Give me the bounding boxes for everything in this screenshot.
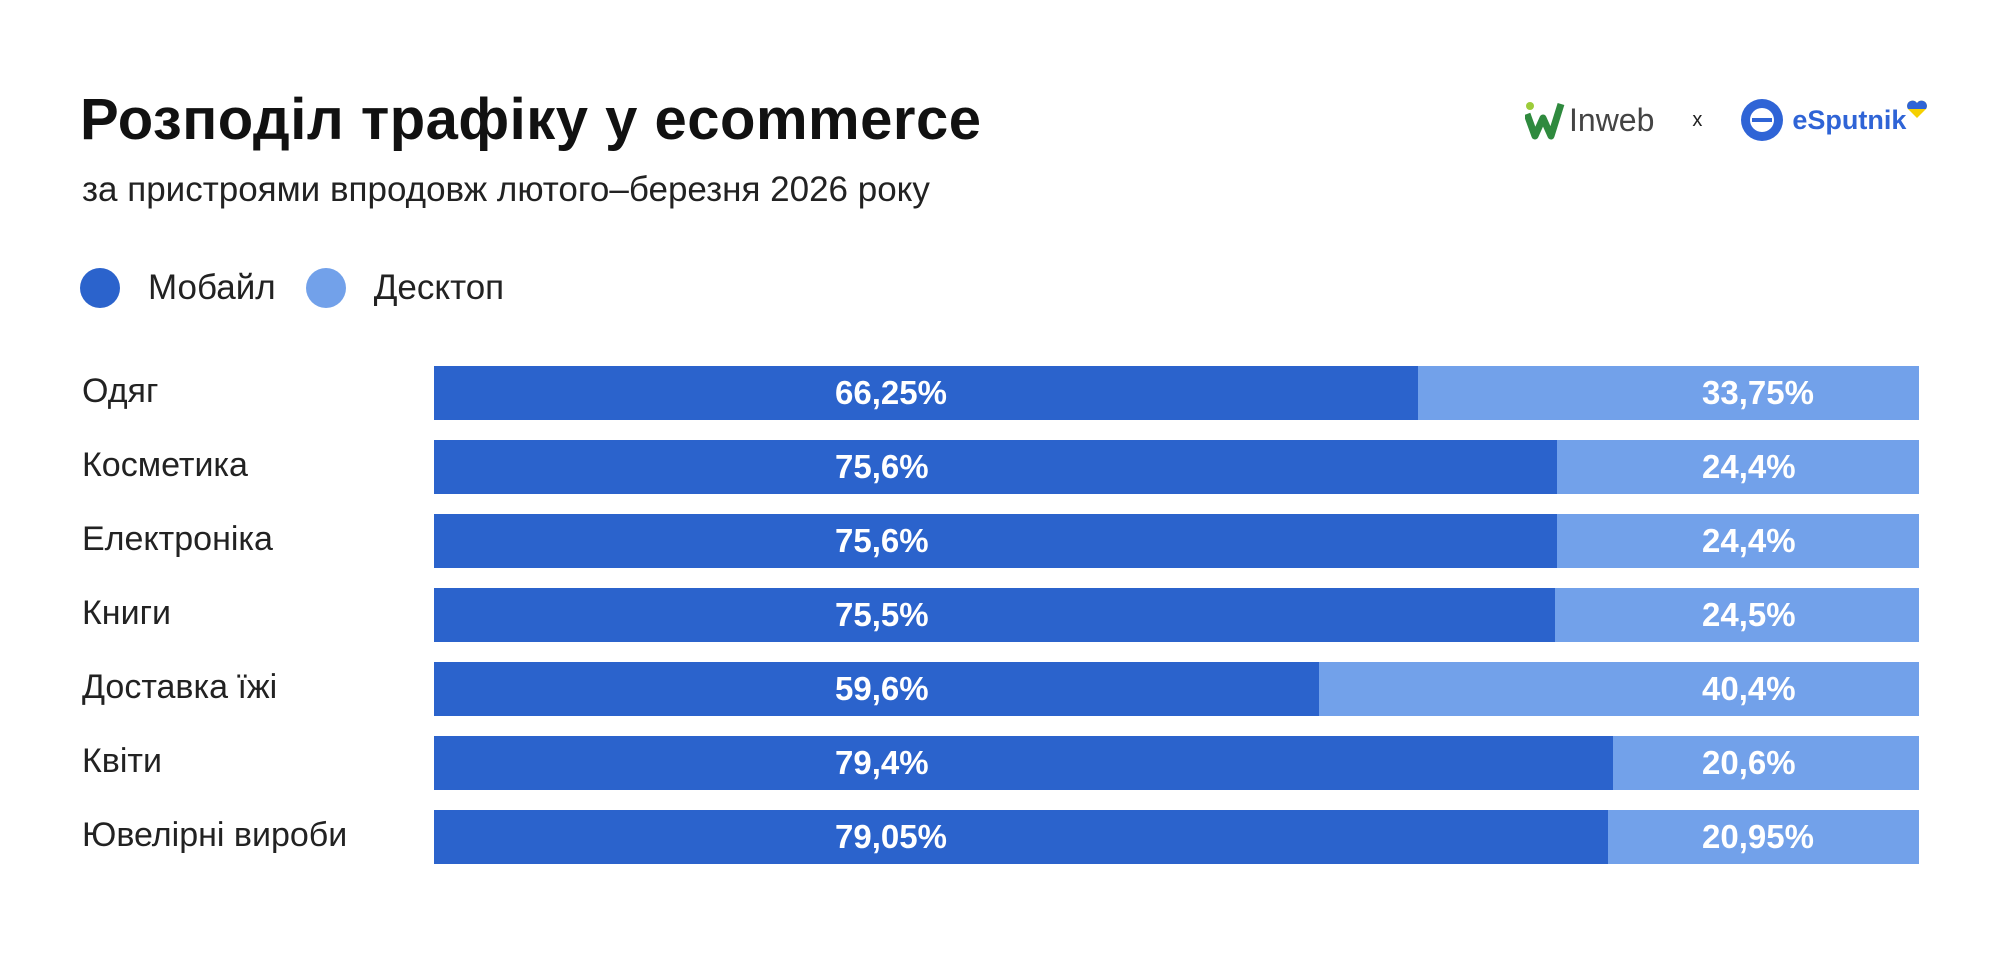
data-label-desktop: 24,5% (1702, 596, 1796, 633)
data-label-desktop: 24,4% (1702, 448, 1796, 485)
category-label: Доставка їжі (82, 668, 278, 706)
bar-row: 75,6% 24,4% (434, 514, 1919, 568)
bar-segment-mobile (434, 588, 1556, 642)
heart-icon (1907, 100, 1928, 118)
bar-segment-desktop (1555, 588, 1919, 642)
data-label-desktop: 20,95% (1702, 818, 1814, 855)
legend-swatch-mobile (80, 268, 120, 308)
legend-label-desktop: Десктоп (373, 268, 505, 307)
bar-row: 75,6% 24,4% (434, 440, 1919, 494)
legend-swatch-desktop (305, 268, 346, 308)
legend: Мобайл Десктоп (80, 268, 534, 308)
bar-row: 79,05% 20,95% (434, 810, 1919, 864)
data-label-mobile: 75,6% (835, 448, 929, 485)
legend-item-mobile: Мобайл (80, 268, 276, 308)
bar-row: 79,4% 20,6% (434, 736, 1919, 790)
data-label-desktop: 40,4% (1702, 670, 1796, 707)
bar-row: 59,6% 40,4% (434, 662, 1919, 716)
esputnik-logo: eSputnik (1738, 96, 1928, 144)
category-label: Квіти (82, 742, 162, 780)
category-label: Косметика (82, 446, 248, 484)
bar-segment-mobile (434, 440, 1557, 494)
bar-segment-mobile (434, 662, 1320, 716)
data-label-mobile: 79,4% (835, 744, 929, 781)
esputnik-logo-text: eSputnik (1792, 104, 1907, 135)
bar-segment-mobile (434, 810, 1608, 864)
bar-segment-desktop (1607, 810, 1919, 864)
data-label-mobile: 59,6% (835, 670, 929, 707)
logo-separator: x (1692, 108, 1703, 131)
bar-row: 66,25% 33,75% (434, 366, 1919, 420)
bar-segment-mobile (434, 366, 1418, 420)
category-label: Одяг (82, 372, 159, 410)
inweb-logo-text: Inweb (1569, 101, 1655, 138)
bar-segment-mobile (434, 736, 1614, 790)
partner-logos: Inweb x eSputnik (1525, 95, 1928, 145)
inweb-logo-icon (1525, 102, 1565, 140)
data-label-mobile: 75,5% (835, 596, 929, 633)
chart-title: Розподіл трафіку у ecommerce (80, 87, 982, 152)
bar-segment-mobile (434, 514, 1557, 568)
legend-item-desktop: Десктоп (305, 268, 505, 308)
chart-subtitle: за пристроями впродовж лютого–березня 20… (82, 170, 930, 209)
category-label: Ювелірні вироби (82, 816, 348, 854)
legend-label-mobile: Мобайл (148, 268, 276, 307)
data-label-desktop: 24,4% (1702, 522, 1796, 559)
data-label-mobile: 79,05% (835, 818, 947, 855)
data-label-desktop: 20,6% (1702, 744, 1796, 781)
bar-segment-desktop (1319, 662, 1919, 716)
esputnik-logo-icon (1741, 99, 1784, 141)
data-label-mobile: 75,6% (835, 522, 929, 559)
data-label-mobile: 66,25% (835, 374, 947, 411)
category-label: Книги (82, 594, 171, 632)
data-label-desktop: 33,75% (1702, 374, 1814, 411)
category-label: Електроніка (82, 520, 273, 558)
bar-row: 75,5% 24,5% (434, 588, 1919, 642)
bar-segment-desktop (1613, 736, 1919, 790)
bar-segment-desktop (1556, 514, 1919, 568)
bar-segment-desktop (1417, 366, 1919, 420)
inweb-logo: Inweb (1525, 100, 1654, 140)
bar-segment-desktop (1556, 440, 1919, 494)
